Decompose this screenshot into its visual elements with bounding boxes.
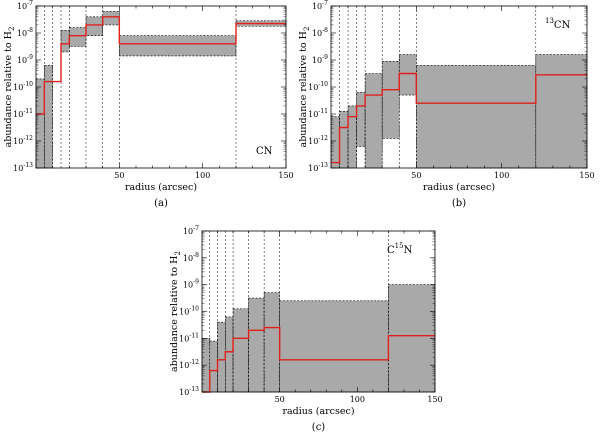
y-axis-label: abundance relative to H2 — [298, 27, 311, 148]
y-tick-label: 10-11 — [13, 108, 33, 119]
y-tick-label: 10-13 — [308, 162, 328, 173]
y-axis-label: abundance relative to H2 — [3, 27, 16, 148]
y-tick-label: 10-7 — [312, 0, 328, 11]
y-tick-label: 10-12 — [13, 135, 33, 146]
y-tick-label: 10-8 — [17, 27, 33, 38]
shell-range — [119, 35, 237, 57]
shell-range — [44, 65, 53, 169]
panel-label: (a) — [154, 198, 168, 209]
shell-range — [388, 284, 436, 393]
y-tick-label: 10-10 — [179, 306, 199, 317]
y-tick-label: 10-12 — [179, 359, 199, 370]
shell-range — [364, 73, 383, 169]
species-label: 13CN — [545, 17, 571, 31]
y-tick-label: 10-9 — [17, 54, 33, 65]
shell-range — [85, 16, 103, 36]
y-tick-label: 10-11 — [308, 108, 328, 119]
shell-range — [225, 316, 234, 393]
panel-1: 50 100 150 10-13 10-12 10-11 10-10 10-9 10-8 10-7… — [298, 0, 595, 209]
shell-range — [398, 54, 417, 96]
y-tick-label: 10-9 — [183, 279, 199, 290]
shell-range — [102, 11, 120, 26]
best-fit-line — [36, 16, 286, 115]
x-tick-label: 100 — [195, 171, 210, 180]
y-tick-label: 10-8 — [312, 27, 328, 38]
x-axis-label: radius (arcsec) — [423, 182, 495, 193]
shell-range — [248, 297, 265, 393]
y-tick-label: 10-13 — [13, 162, 33, 173]
x-tick-label: 150 — [278, 171, 293, 180]
x-axis-label: radius (arcsec) — [125, 182, 197, 193]
panel-label: (b) — [452, 198, 466, 209]
y-tick-label: 10-10 — [308, 81, 328, 92]
x-tick-label: 50 — [114, 171, 124, 180]
y-tick-label: 10-10 — [13, 81, 33, 92]
shell-range — [339, 111, 349, 169]
panel-label: (c) — [312, 422, 326, 433]
shell-range — [381, 61, 400, 139]
x-tick-label: 100 — [350, 395, 365, 404]
y-tick-label: 10-9 — [312, 54, 328, 65]
shell-range — [60, 29, 70, 53]
shell-range — [232, 308, 249, 393]
x-tick-label: 100 — [494, 171, 509, 180]
x-tick-label: 150 — [427, 395, 442, 404]
panel-2: 50 100 150 10-13 10-12 10-11 10-10 10-9 10-8 10-7… — [169, 225, 443, 433]
shell-range — [217, 321, 226, 393]
y-axis-label: abundance relative to H2 — [169, 251, 182, 372]
y-tick-label: 10-13 — [179, 386, 199, 397]
x-tick-label: 50 — [275, 395, 285, 404]
shell-range — [209, 340, 218, 393]
shell-range — [35, 78, 45, 169]
species-label: CN — [256, 146, 273, 157]
y-tick-label: 10-7 — [17, 0, 33, 11]
shell-range — [356, 92, 366, 147]
best-fit-line — [331, 72, 587, 164]
panel-0: 50 100 150 10-13 10-12 10-11 10-10 10-9 10-8 10-7… — [3, 0, 294, 209]
best-fit-line — [202, 326, 435, 393]
x-tick-label: 150 — [579, 171, 594, 180]
shell-range — [347, 105, 357, 169]
y-tick-label: 10-12 — [308, 135, 328, 146]
x-axis-label: radius (arcsec) — [282, 406, 354, 417]
y-tick-label: 10-8 — [183, 252, 199, 263]
shell-range — [279, 300, 389, 393]
shell-range — [69, 27, 87, 47]
x-tick-label: 50 — [411, 171, 421, 180]
y-tick-label: 10-11 — [179, 332, 199, 343]
species-label: C15N — [387, 242, 413, 256]
shell-range — [535, 54, 588, 169]
shell-range — [416, 65, 537, 169]
y-tick-label: 10-7 — [183, 225, 199, 236]
shell-range — [263, 292, 280, 393]
